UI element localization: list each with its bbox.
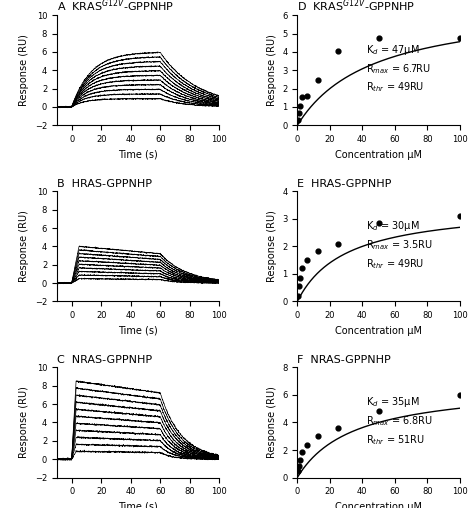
Text: K$_d$ = 47μM
R$_{max}$ = 6.7RU
R$_{thr}$ = 49RU: K$_d$ = 47μM R$_{max}$ = 6.7RU R$_{thr}$… bbox=[365, 43, 430, 94]
Point bbox=[304, 256, 311, 264]
Text: A  KRAS$^{G12V}$-GPPNHP: A KRAS$^{G12V}$-GPPNHP bbox=[57, 0, 173, 14]
Text: E  HRAS-GPPNHP: E HRAS-GPPNHP bbox=[297, 179, 392, 189]
X-axis label: Time (s): Time (s) bbox=[118, 326, 158, 336]
Point bbox=[294, 292, 302, 300]
X-axis label: Time (s): Time (s) bbox=[118, 149, 158, 160]
Point bbox=[295, 462, 302, 470]
Text: C  NRAS-GPPNHP: C NRAS-GPPNHP bbox=[57, 355, 152, 365]
Point bbox=[314, 246, 321, 255]
Point bbox=[294, 466, 302, 474]
Text: K$_d$ = 30μM
R$_{max}$ = 3.5RU
R$_{thr}$ = 49RU: K$_d$ = 30μM R$_{max}$ = 3.5RU R$_{thr}$… bbox=[365, 219, 432, 271]
Point bbox=[334, 240, 342, 248]
Point bbox=[296, 274, 304, 282]
Point bbox=[304, 440, 311, 449]
X-axis label: Time (s): Time (s) bbox=[118, 502, 158, 508]
Point bbox=[375, 219, 383, 227]
Point bbox=[456, 212, 464, 220]
Point bbox=[296, 102, 304, 110]
Y-axis label: Response (RU): Response (RU) bbox=[267, 387, 277, 458]
Point bbox=[375, 407, 383, 416]
Y-axis label: Response (RU): Response (RU) bbox=[19, 210, 29, 282]
Point bbox=[295, 282, 302, 291]
Point bbox=[296, 456, 304, 464]
Y-axis label: Response (RU): Response (RU) bbox=[19, 387, 29, 458]
Point bbox=[375, 34, 383, 42]
Y-axis label: Response (RU): Response (RU) bbox=[19, 35, 29, 106]
X-axis label: Concentration μM: Concentration μM bbox=[335, 149, 422, 160]
Point bbox=[314, 76, 321, 84]
Text: K$_d$ = 35μM
R$_{max}$ = 6.8RU
R$_{thr}$ = 51RU: K$_d$ = 35μM R$_{max}$ = 6.8RU R$_{thr}$… bbox=[365, 395, 432, 447]
Point bbox=[314, 432, 321, 440]
Text: F  NRAS-GPPNHP: F NRAS-GPPNHP bbox=[297, 355, 391, 365]
Text: D  KRAS$^{G12V}$-GPPNHP: D KRAS$^{G12V}$-GPPNHP bbox=[297, 0, 415, 14]
X-axis label: Concentration μM: Concentration μM bbox=[335, 326, 422, 336]
Point bbox=[299, 448, 306, 456]
X-axis label: Concentration μM: Concentration μM bbox=[335, 502, 422, 508]
Text: B  HRAS-GPPNHP: B HRAS-GPPNHP bbox=[57, 179, 152, 189]
Point bbox=[456, 34, 464, 42]
Point bbox=[295, 109, 302, 117]
Y-axis label: Response (RU): Response (RU) bbox=[267, 210, 277, 282]
Point bbox=[294, 116, 302, 124]
Point bbox=[299, 264, 306, 272]
Point bbox=[304, 91, 311, 100]
Point bbox=[334, 424, 342, 432]
Y-axis label: Response (RU): Response (RU) bbox=[267, 35, 277, 106]
Point bbox=[456, 391, 464, 399]
Point bbox=[299, 93, 306, 101]
Point bbox=[334, 47, 342, 55]
